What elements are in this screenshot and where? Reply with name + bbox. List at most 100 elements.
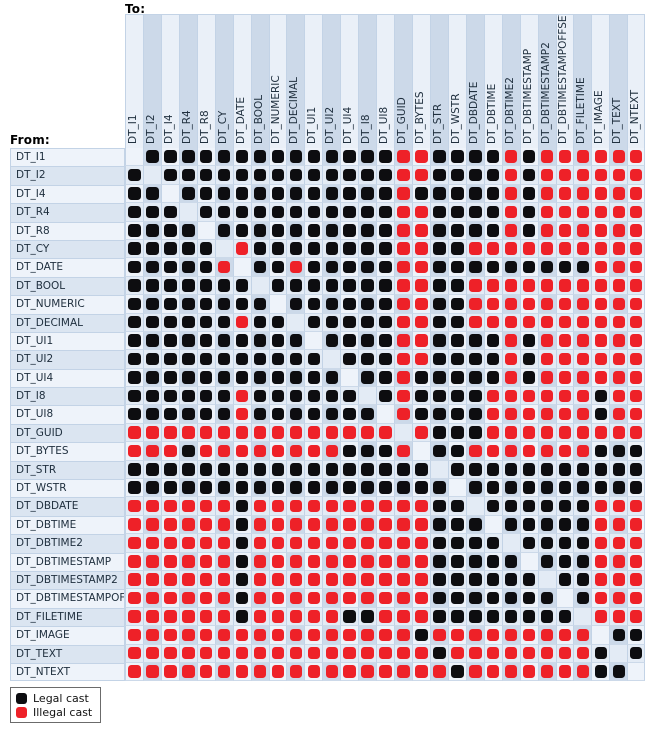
illegal-cast-dot (235, 444, 249, 458)
matrix-cell (447, 239, 466, 259)
illegal-cast-dot (146, 444, 159, 458)
legal-cast-dot (540, 536, 554, 550)
illegal-cast-dot (629, 499, 643, 513)
illegal-cast-dot (415, 646, 428, 660)
matrix-cell (142, 552, 161, 571)
illegal-cast-dot (271, 591, 285, 605)
matrix-cell (394, 570, 412, 590)
matrix-cell (537, 570, 556, 590)
illegal-cast-dot (504, 168, 518, 182)
matrix-cell (501, 313, 520, 332)
illegal-cast-dot (235, 628, 249, 642)
legal-cast-dot (361, 371, 374, 384)
matrix-cell (483, 497, 502, 516)
matrix-cell (178, 515, 197, 535)
legal-cast-dot (199, 242, 213, 255)
matrix-cell (125, 184, 143, 204)
legal-cast-dot (629, 628, 643, 642)
legal-cast-dot (540, 481, 554, 494)
matrix-row (125, 515, 645, 535)
matrix-cell (142, 423, 161, 443)
matrix-cell (429, 534, 448, 553)
matrix-cell (304, 258, 323, 277)
matrix-cell (573, 626, 592, 645)
illegal-cast-dot (576, 407, 590, 421)
matrix-cell (465, 534, 484, 553)
matrix-cell (465, 148, 484, 167)
illegal-cast-dot (540, 187, 554, 200)
legal-cast-dot (235, 334, 249, 347)
matrix-cell (412, 387, 430, 406)
matrix-cell (125, 589, 143, 608)
legal-cast-dot (271, 371, 285, 384)
matrix-cell (196, 313, 215, 332)
matrix-cell (178, 313, 197, 332)
matrix-cell (250, 276, 269, 296)
matrix-cell (465, 662, 484, 682)
matrix-cell (573, 515, 592, 535)
legal-cast-dot (343, 389, 356, 403)
illegal-cast-dot (397, 555, 410, 568)
row-header: DT_IMAGE (10, 626, 125, 645)
matrix-cell (627, 258, 645, 277)
matrix-cell (394, 534, 412, 553)
matrix-cell (178, 295, 197, 314)
illegal-cast-dot (217, 536, 231, 550)
matrix-cell (376, 662, 395, 682)
matrix-cell (268, 607, 287, 627)
illegal-cast-dot (576, 150, 590, 163)
legal-cast-dot (469, 334, 482, 347)
matrix-cell (232, 423, 251, 443)
matrix-cell (250, 423, 269, 443)
matrix-cell (609, 295, 628, 314)
matrix-cell (412, 662, 430, 682)
illegal-cast-dot (612, 224, 626, 237)
legal-cast-dot (361, 407, 374, 421)
matrix-cell (483, 442, 502, 461)
matrix-cell (214, 405, 233, 424)
illegal-cast-dot (379, 499, 392, 513)
matrix-cell (573, 295, 592, 314)
illegal-cast-dot (182, 610, 195, 623)
matrix-cell (125, 239, 143, 259)
matrix-cell (447, 497, 466, 516)
matrix-cell (142, 331, 161, 351)
legal-cast-dot (325, 297, 339, 311)
matrix-cell (483, 479, 502, 498)
legal-cast-dot (271, 260, 285, 274)
legal-cast-dot (253, 205, 267, 219)
legal-cast-dot (415, 481, 428, 494)
row-header: DT_CY (10, 239, 125, 259)
legal-cast-dot (522, 150, 536, 163)
matrix-cell (304, 644, 323, 663)
matrix-cell (304, 607, 323, 627)
matrix-cell (322, 607, 341, 627)
matrix-cell (447, 515, 466, 535)
matrix-cell (447, 552, 466, 571)
legal-cast-dot (504, 499, 518, 513)
legal-cast-dot (343, 150, 356, 163)
illegal-cast-dot (415, 205, 428, 219)
matrix-cell (429, 313, 448, 332)
row-header: DT_I2 (10, 166, 125, 185)
legal-cast-dot (146, 481, 159, 494)
matrix-cell (465, 607, 484, 627)
matrix-cell (142, 166, 161, 185)
matrix-cell (627, 442, 645, 461)
matrix-cell (573, 203, 592, 222)
matrix-cell (232, 405, 251, 424)
legal-cast-dot (289, 242, 303, 255)
matrix-cell (214, 442, 233, 461)
matrix-cell (519, 589, 538, 608)
legal-cast-dot (576, 260, 590, 274)
matrix-cell (537, 221, 556, 240)
matrix-cell (609, 662, 628, 682)
illegal-cast-dot (415, 279, 428, 292)
matrix-cell (609, 221, 628, 240)
matrix-cell (394, 607, 412, 627)
matrix-cell (537, 387, 556, 406)
matrix-cell (250, 534, 269, 553)
legal-cast-dot (361, 205, 374, 219)
matrix-cell (340, 313, 359, 332)
illegal-cast-dot (217, 665, 231, 678)
